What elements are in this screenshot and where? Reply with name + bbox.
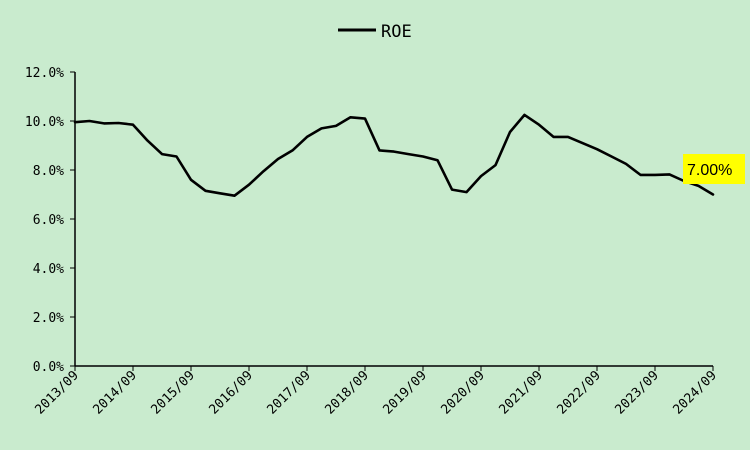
- value-annotation: 7.00%: [683, 154, 745, 184]
- series-line-roe: [73, 113, 715, 197]
- x-tick-label: 2021/09: [496, 368, 545, 417]
- x-tick-label: 2018/09: [322, 368, 371, 417]
- series-layer: [73, 113, 715, 197]
- axes: [74, 72, 713, 367]
- y-tick-label: 12.0%: [25, 66, 64, 81]
- legend-label-roe: ROE: [381, 22, 412, 42]
- y-tick-label: 6.0%: [33, 213, 64, 228]
- x-tick-label: 2022/09: [554, 368, 603, 417]
- annotation-background: [683, 154, 745, 184]
- x-tick-label: 2017/09: [264, 368, 313, 417]
- x-tick-label: 2015/09: [148, 368, 197, 417]
- y-axis-ticks: 0.0% 2.0% 4.0% 6.0% 8.0% 10.0% 12.0%: [25, 66, 75, 375]
- y-tick-label: 2.0%: [33, 311, 64, 326]
- annotation-label: 7.00%: [687, 162, 732, 179]
- x-tick-label: 2020/09: [438, 368, 487, 417]
- x-tick-label: 2013/09: [32, 368, 81, 417]
- y-tick-label: 8.0%: [33, 164, 64, 179]
- legend: ROE: [338, 22, 412, 42]
- x-tick-label: 2023/09: [612, 368, 661, 417]
- x-tick-label: 2014/09: [90, 368, 139, 417]
- x-tick-label: 2024/09: [670, 368, 719, 417]
- y-tick-label: 4.0%: [33, 262, 64, 277]
- x-axis-ticks: 2013/09 2014/09 2015/09 2016/09 2017/09 2018/…: [32, 366, 720, 418]
- y-tick-label: 0.0%: [33, 360, 64, 375]
- x-tick-label: 2019/09: [380, 368, 429, 417]
- y-tick-label: 10.0%: [25, 115, 64, 130]
- x-tick-label: 2016/09: [206, 368, 255, 417]
